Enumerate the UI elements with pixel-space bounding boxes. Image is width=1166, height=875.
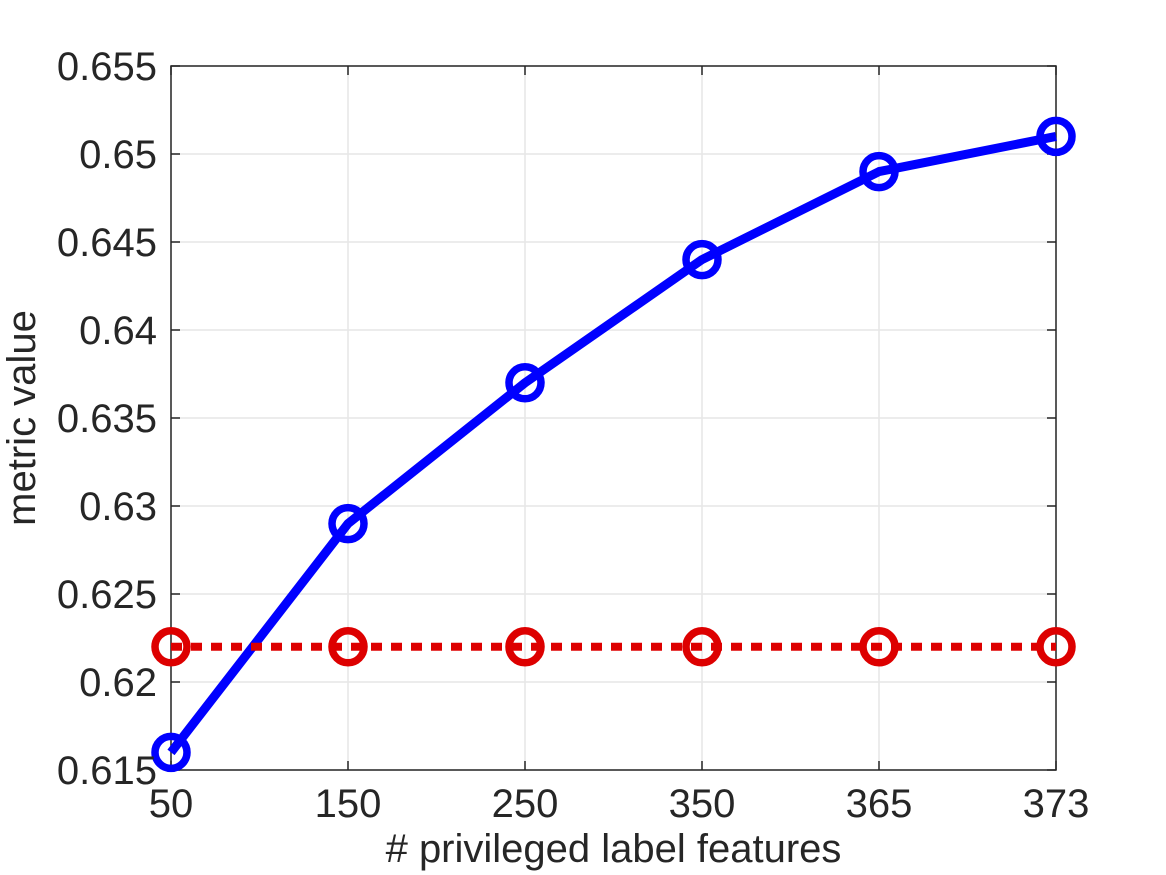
y-tick-label: 0.615 [57,749,157,793]
y-tick-label: 0.65 [79,133,157,177]
data-point [505,627,545,667]
x-tick-label: 50 [149,782,194,826]
x-axis-label: # privileged label features [386,827,842,871]
data-point [682,627,722,667]
data-point [859,627,899,667]
y-tick-label: 0.645 [57,221,157,265]
y-tick-label: 0.655 [57,45,157,89]
data-point [151,732,191,773]
data-point [328,627,368,667]
data-point [505,363,545,403]
x-tick-label: 350 [669,782,736,826]
axis-ticks [170,65,1057,771]
y-tick-label: 0.64 [79,309,157,353]
data-point [151,627,191,667]
x-tick-label: 150 [315,782,382,826]
x-tick-label: 373 [1023,782,1090,826]
x-tick-label: 365 [846,782,913,826]
x-tick-label: 250 [492,782,559,826]
data-point [859,151,899,192]
data-point [1036,627,1076,667]
y-axis-label: metric value [0,310,44,526]
series-line [167,131,1057,756]
y-tick-label: 0.625 [57,573,157,617]
data-point [328,503,368,544]
x-tick-labels: 50 150 250 350 365 373 [149,782,1090,826]
data-point [682,239,722,280]
series-1 [151,116,1076,773]
y-tick-label: 0.62 [79,661,157,705]
y-tick-label: 0.635 [57,397,157,441]
series-layer [151,116,1076,773]
y-tick-label: 0.63 [79,485,157,529]
grid [170,65,1057,771]
series-2 [151,627,1076,667]
data-point [1036,116,1076,157]
y-tick-labels: 0.615 0.62 0.625 0.63 0.635 0.64 0.645 0.65 0.65… [57,45,157,793]
